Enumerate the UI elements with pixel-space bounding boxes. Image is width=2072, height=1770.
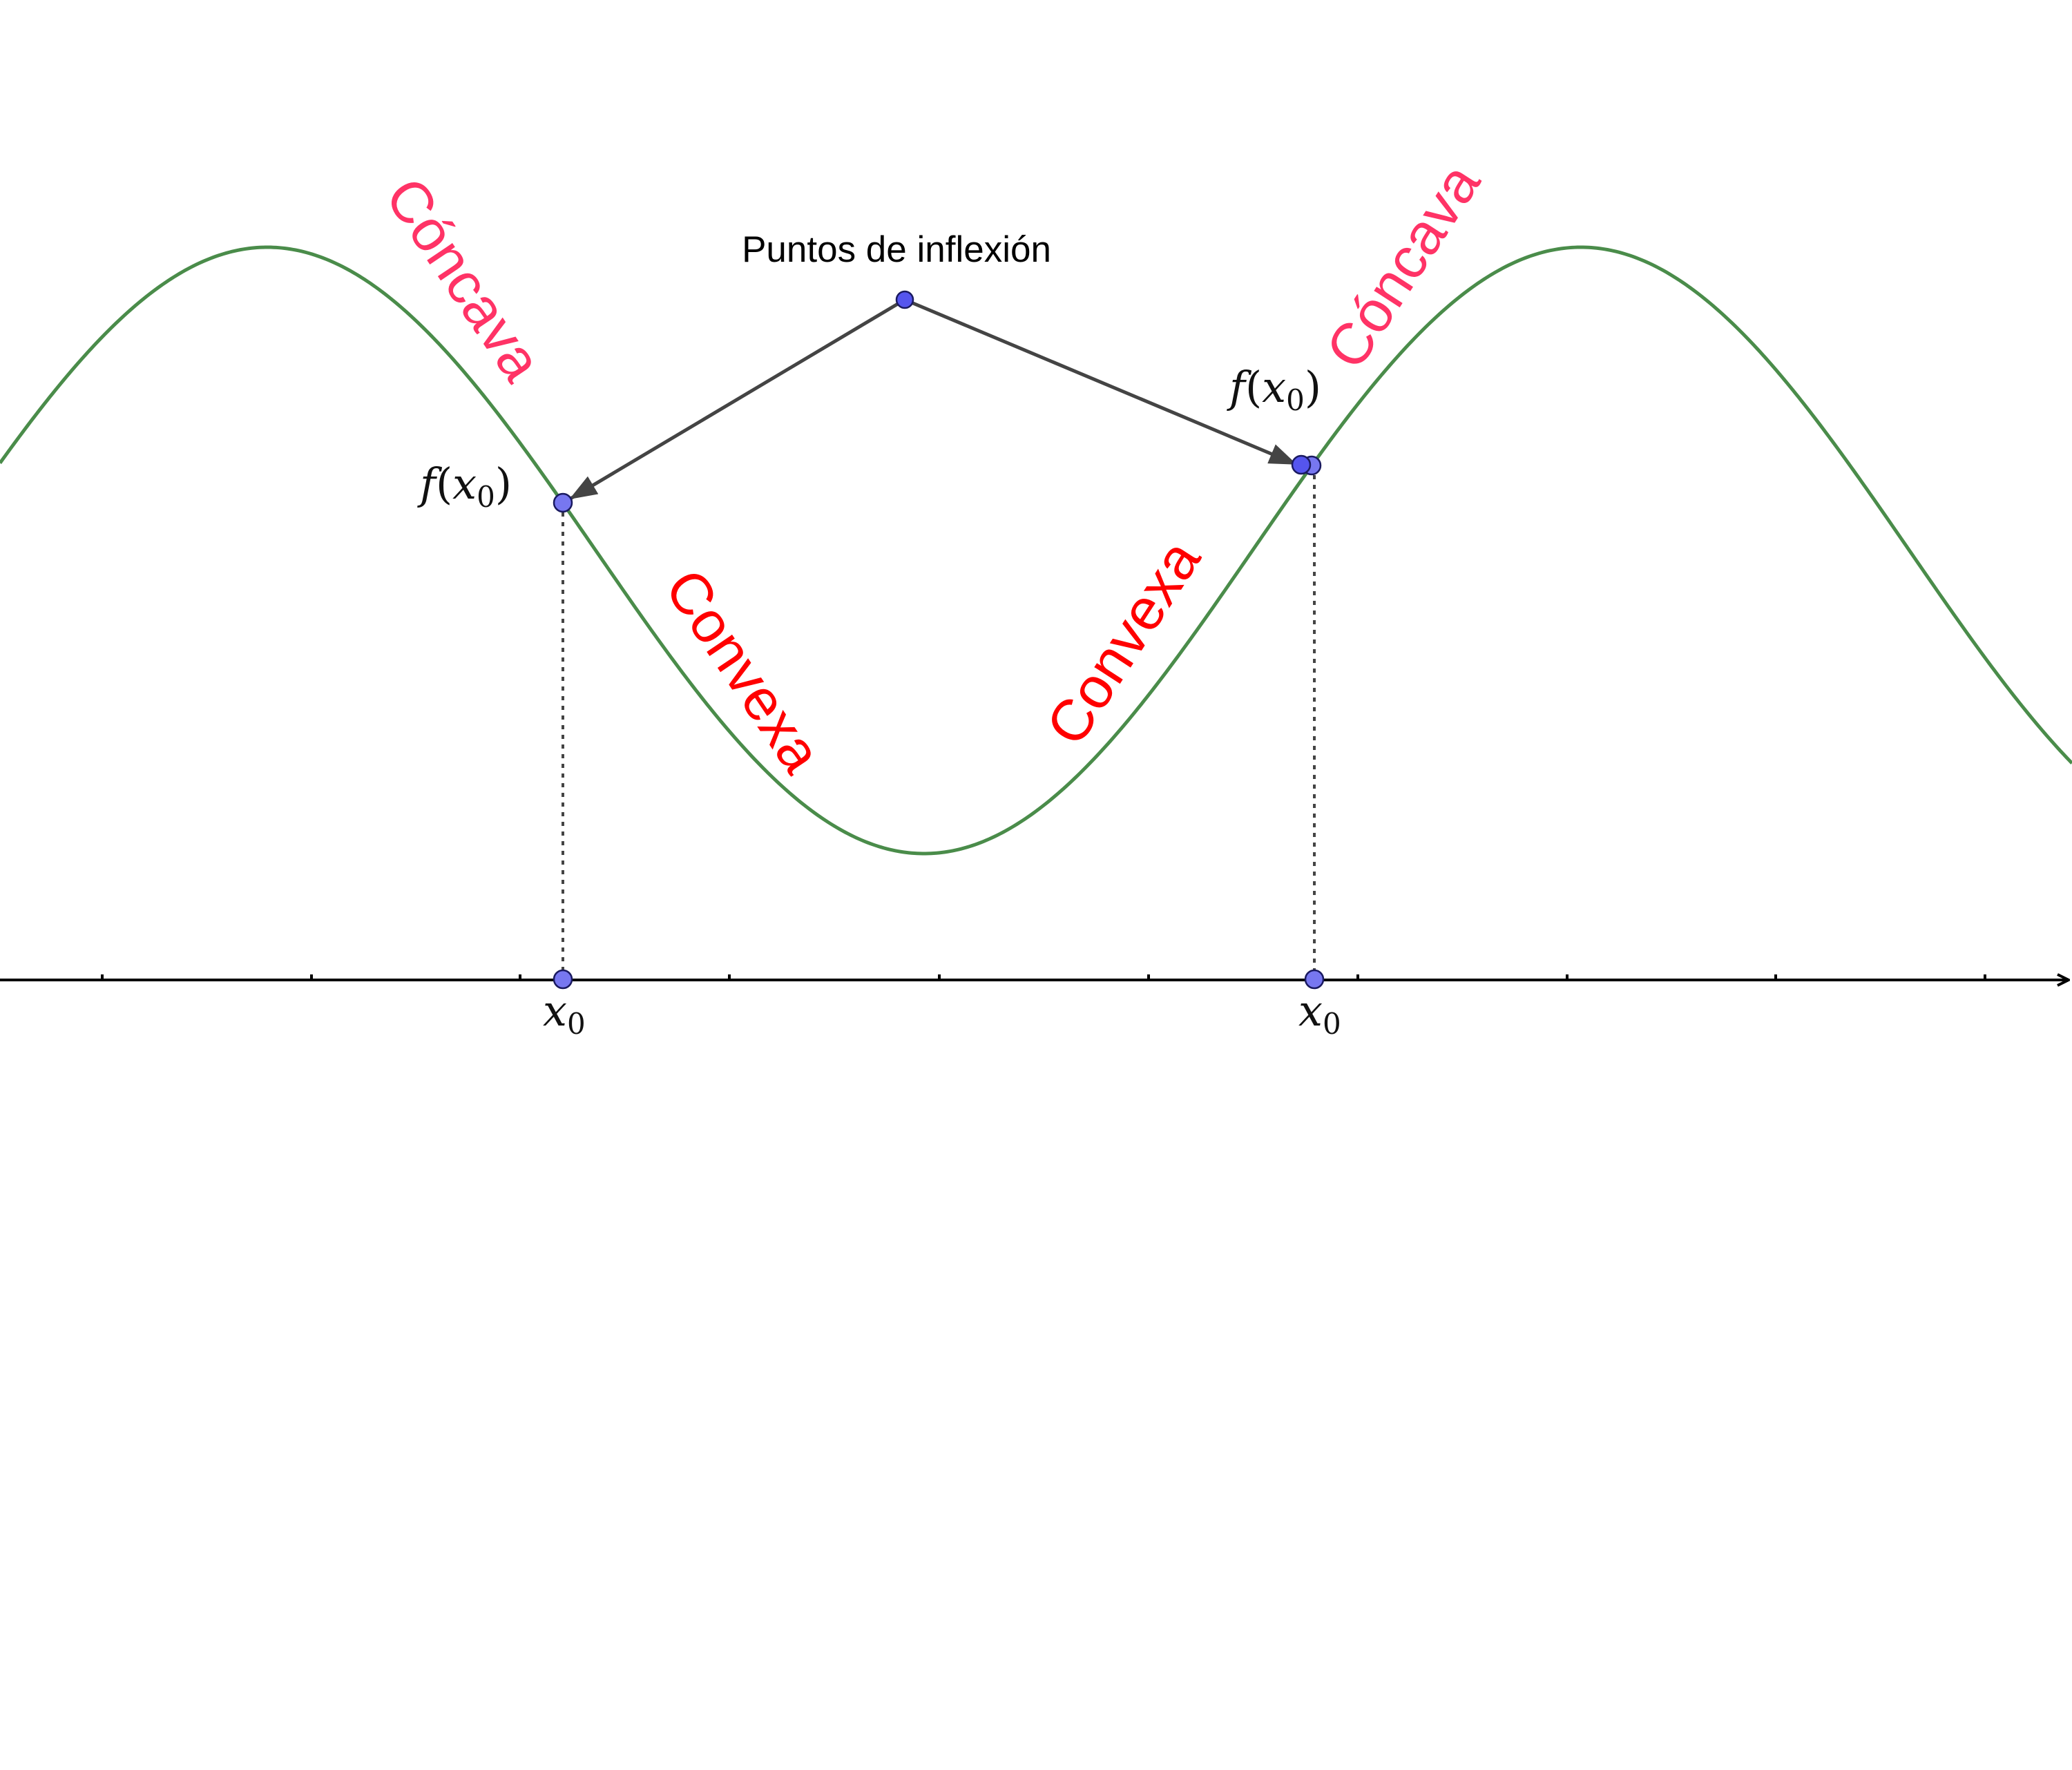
region-label-concave-right: Cóncava xyxy=(1313,152,1493,379)
function-curve xyxy=(0,245,2072,856)
axis-label-right: x0 xyxy=(1298,985,1341,1041)
value-label-left: f(x0) xyxy=(417,459,512,514)
axis-label-left: x0 xyxy=(543,985,586,1041)
x-axis-ticks xyxy=(101,974,1986,980)
inflection-point-left[interactable] xyxy=(553,492,573,513)
caption-anchor-point xyxy=(895,290,914,309)
region-label-convex-right: Convexa xyxy=(1033,528,1213,756)
caption-label: Puntos de inflexión xyxy=(742,229,1051,270)
arrow-left xyxy=(569,298,906,501)
inflection-point-right[interactable] xyxy=(1291,454,1312,475)
axis-point-left[interactable] xyxy=(553,969,573,990)
axis-point-right[interactable] xyxy=(1304,969,1325,990)
region-label-concave-left: Cóncava xyxy=(373,166,555,393)
value-label-right: f(x0) xyxy=(1227,362,1321,417)
arrow-right xyxy=(904,298,1297,466)
x-axis xyxy=(0,974,2069,980)
